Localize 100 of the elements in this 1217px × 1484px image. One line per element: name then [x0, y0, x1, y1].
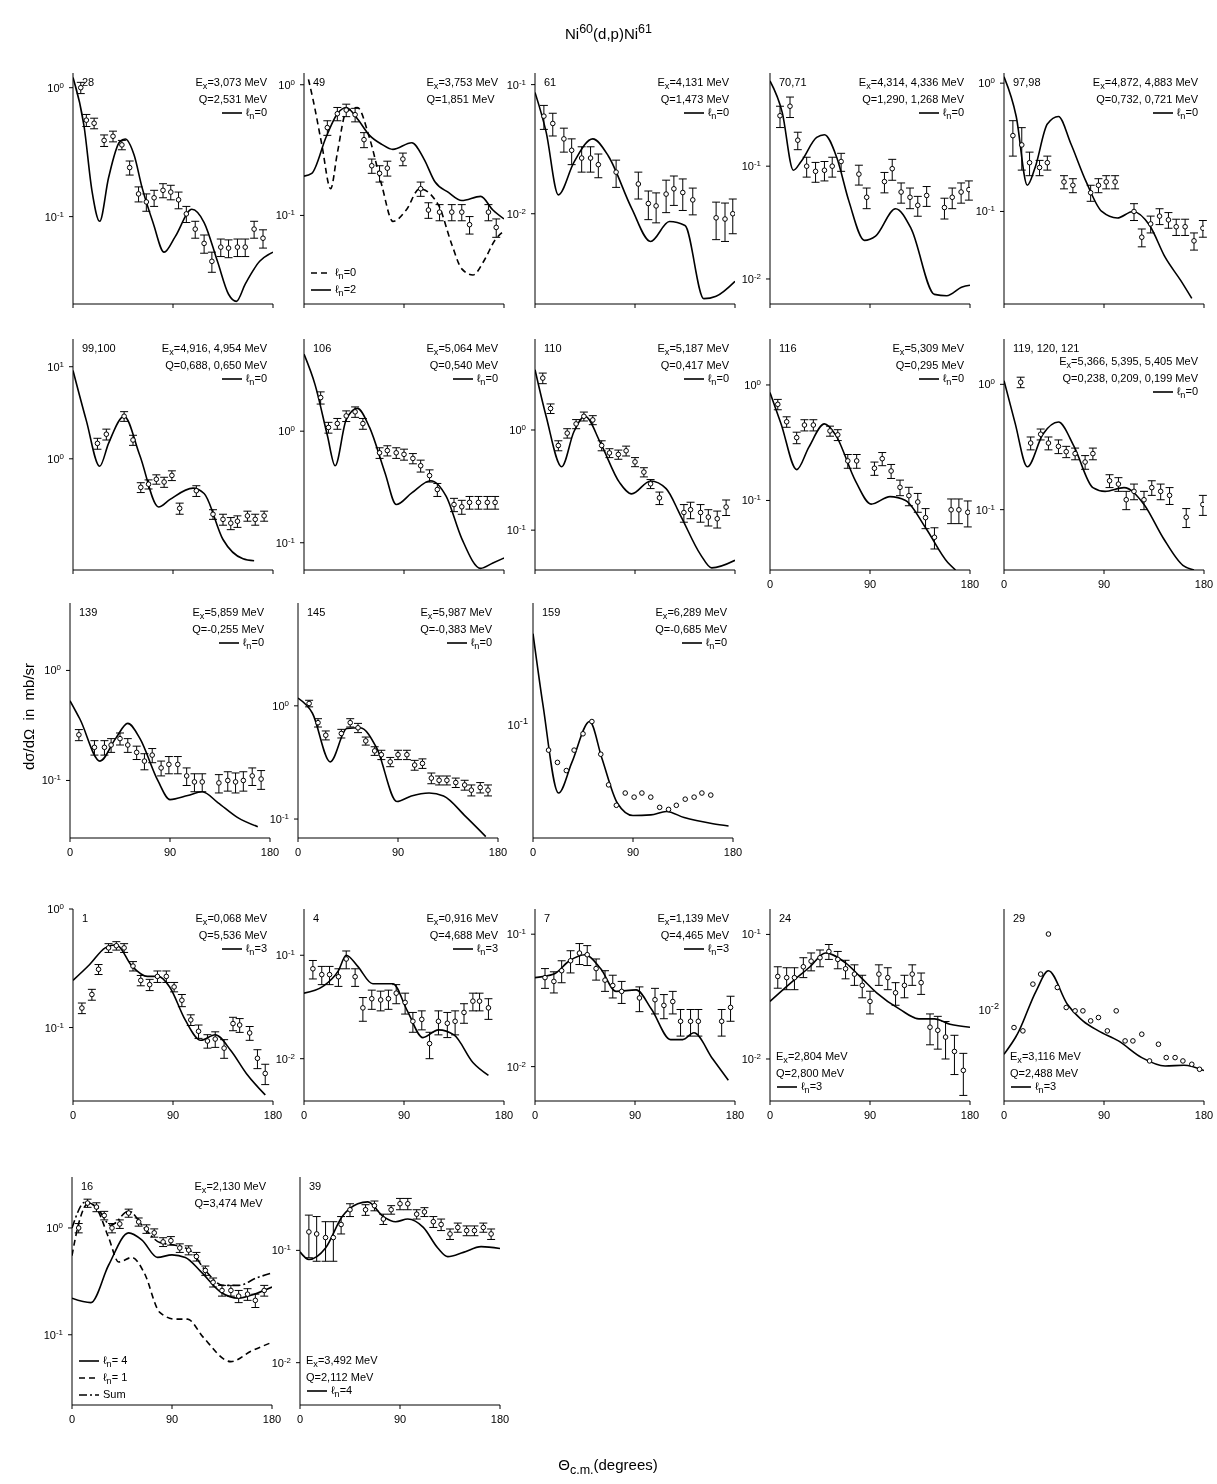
x-tick-label: 0 [294, 846, 302, 858]
legend-label: ℓ$_{n}$=0 [942, 106, 964, 122]
legend-label: ℓ$_{n}$=0 [707, 106, 729, 122]
x-tick-label: 0 [68, 1413, 76, 1425]
annotation: E$_{x}$=2,804 MeV [776, 1049, 848, 1067]
x-tick-label: 90 [391, 846, 405, 858]
y-tick-label: 10$^{0}$ [978, 75, 996, 90]
x-tick-label: 180 [960, 578, 980, 590]
annotation: 106 [313, 342, 332, 354]
x-tick-label: 180 [723, 846, 743, 858]
legend-label: ℓ$_{n}$=0 [705, 636, 727, 652]
legend-label: ℓ$_{n}$=3 [801, 1079, 823, 1095]
annotation: 119, 120, 121 [1013, 342, 1080, 354]
annotation: Q=1,851 MeV [426, 93, 496, 107]
annotation: Q=0,540 MeV [428, 359, 498, 373]
annotation: Q=2,800 MeV [776, 1066, 846, 1080]
annotation: 49 [313, 76, 326, 88]
y-tick-label: 10$^{-1}$ [275, 947, 296, 962]
annotation: 61 [544, 76, 557, 88]
annotation: E$_{x}$=4,916, 4,954 MeV [161, 342, 267, 360]
y-tick-label: 10$^{0}$ [278, 77, 296, 91]
y-tick-label: 10$^{0}$ [44, 662, 62, 677]
annotation: E$_{x}$=5,859 MeV [192, 606, 264, 624]
y-tick-label: 10$^{-1}$ [741, 492, 762, 507]
y-tick-label: 10$^{0}$ [272, 698, 290, 712]
legend-label: ℓ$_{n}$=4 [331, 1383, 353, 1399]
annotation: 28 [82, 76, 95, 88]
annotation: 7 [544, 912, 551, 924]
annotation: E$_{x}$=5,987 MeV [420, 606, 492, 624]
y-tick-label: 10$^{-1}$ [741, 158, 762, 173]
x-tick-label: 0 [1000, 578, 1008, 590]
x-tick-label: 90 [1097, 578, 1111, 590]
annotation: Q=-0,255 MeV [192, 623, 264, 637]
annotation: 70,71 [779, 76, 807, 88]
legend-label: ℓ$_{n}$=0 [942, 372, 964, 388]
legend-label: ℓ$_{n}$= 1 [103, 1370, 128, 1386]
x-tick-label: 180 [490, 1413, 510, 1425]
annotation: Q=0,417 MeV [659, 359, 729, 373]
y-tick-label: 10$^{0}$ [278, 423, 296, 438]
y-tick-label: 10$^{0}$ [46, 1220, 64, 1234]
legend-label: ℓ$_{n}$=0 [707, 372, 729, 388]
annotation: E$_{x}$=1,139 MeV [657, 912, 729, 930]
x-tick-label: 0 [1000, 1109, 1008, 1121]
annotation: 24 [779, 912, 792, 924]
annotation: Q=0,238, 0,209, 0,199 MeV [1061, 372, 1198, 386]
x-tick-label: 180 [1194, 578, 1214, 590]
y-tick-label: 10$^{-1}$ [41, 772, 62, 787]
annotation: 1 [82, 912, 89, 924]
x-tick-label: 90 [166, 1109, 180, 1121]
x-tick-label: 180 [494, 1109, 514, 1121]
legend-label: ℓ$_{n}$=0 [242, 636, 264, 652]
annotation: E$_{x}$=5,187 MeV [657, 342, 729, 360]
legend-label: ℓ$_{n}$=3 [476, 942, 498, 958]
annotation: Q=1,290, 1,268 MeV [861, 93, 964, 107]
x-tick-label: 0 [296, 1413, 304, 1425]
x-axis-title: Θ$_{c.m.}$(degrees) [557, 1456, 659, 1477]
legend-label: Sum [103, 1388, 126, 1400]
y-tick-label: 10$^{0}$ [47, 80, 65, 94]
annotation: Q=2,488 MeV [1010, 1066, 1080, 1080]
y-tick-label: 10$^{-1}$ [741, 926, 762, 941]
x-tick-label: 90 [393, 1413, 407, 1425]
legend-label: ℓ$_{n}$=0 [335, 265, 357, 281]
annotation: E$_{x}$=5,064 MeV [426, 342, 498, 360]
y-tick-label: 10$^{-2}$ [506, 206, 526, 220]
annotation: Q=1,473 MeV [659, 93, 729, 107]
x-tick-label: 90 [626, 846, 640, 858]
y-tick-label: 10$^{-1}$ [975, 203, 996, 218]
x-tick-label: 0 [66, 846, 74, 858]
y-tick-label: 10$^{0}$ [47, 451, 65, 465]
annotation: Q=3,474 MeV [194, 1197, 264, 1211]
y-tick-label: 10$^{-1}$ [506, 926, 527, 941]
y-tick-label: 10$^{-1}$ [506, 522, 527, 537]
annotation: 110 [544, 342, 562, 354]
annotation: Q=4,465 MeV [659, 929, 729, 943]
annotation: E$_{x}$=5,309 MeV [892, 342, 964, 360]
y-tick-label: 10$^{-1}$ [275, 535, 296, 549]
x-tick-label: 0 [69, 1109, 77, 1121]
annotation: Q=5,536 MeV [197, 929, 267, 943]
x-tick-label: 90 [628, 1109, 642, 1121]
y-tick-label: 10$^{-1}$ [975, 502, 996, 516]
x-tick-label: 0 [300, 1109, 308, 1121]
y-tick-label: 10$^{-2}$ [271, 1355, 291, 1369]
x-tick-label: 0 [766, 578, 774, 590]
annotation: E$_{x}$=3,753 MeV [426, 76, 498, 94]
x-tick-label: 90 [397, 1109, 411, 1121]
annotation: E$_{x}$=5,366, 5,395, 5,405 MeV [1059, 355, 1198, 373]
x-tick-label: 180 [260, 846, 280, 858]
x-tick-label: 90 [863, 578, 877, 590]
annotation: Q=4,688 MeV [428, 929, 498, 943]
y-tick-label: 10$^{0}$ [978, 376, 996, 391]
annotation: E$_{x}$=0,916 MeV [426, 912, 498, 930]
annotation: 39 [309, 1180, 322, 1192]
x-tick-label: 0 [529, 846, 537, 858]
annotation: E$_{x}$=3,116 MeV [1010, 1049, 1081, 1067]
annotation: Q=-0,383 MeV [420, 623, 492, 637]
annotation: 4 [313, 912, 320, 924]
annotation: E$_{x}$=4,872, 4,883 MeV [1092, 76, 1198, 94]
y-tick-label: 10$^{-2}$ [741, 1051, 761, 1065]
annotation: 145 [307, 606, 326, 618]
x-tick-label: 90 [165, 1413, 179, 1425]
